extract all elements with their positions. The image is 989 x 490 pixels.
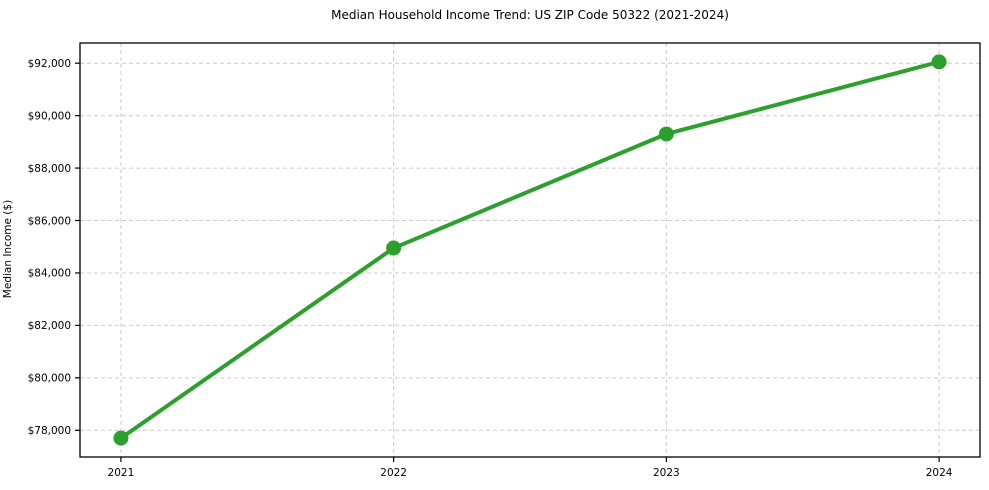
x-tick-label: 2021 bbox=[108, 467, 135, 479]
x-tick-label: 2024 bbox=[926, 467, 953, 479]
data-point bbox=[386, 240, 402, 256]
plot-frame bbox=[79, 42, 981, 458]
x-tick-label: 2022 bbox=[380, 467, 407, 479]
data-point bbox=[931, 54, 947, 70]
y-tick-label: $80,000 bbox=[28, 373, 71, 385]
y-tick-label: $84,000 bbox=[28, 268, 71, 280]
y-tick-label: $90,000 bbox=[28, 110, 71, 122]
data-point bbox=[113, 430, 129, 446]
chart-title: Median Household Income Trend: US ZIP Co… bbox=[331, 8, 729, 22]
data-point bbox=[658, 126, 674, 142]
y-tick-label: $86,000 bbox=[28, 215, 71, 227]
y-tick-label: $78,000 bbox=[28, 425, 71, 437]
x-tick-label: 2023 bbox=[653, 467, 680, 479]
y-tick-label: $92,000 bbox=[28, 58, 71, 70]
y-tick-label: $82,000 bbox=[28, 320, 71, 332]
y-tick-label: $88,000 bbox=[28, 163, 71, 175]
income-line bbox=[118, 59, 942, 441]
